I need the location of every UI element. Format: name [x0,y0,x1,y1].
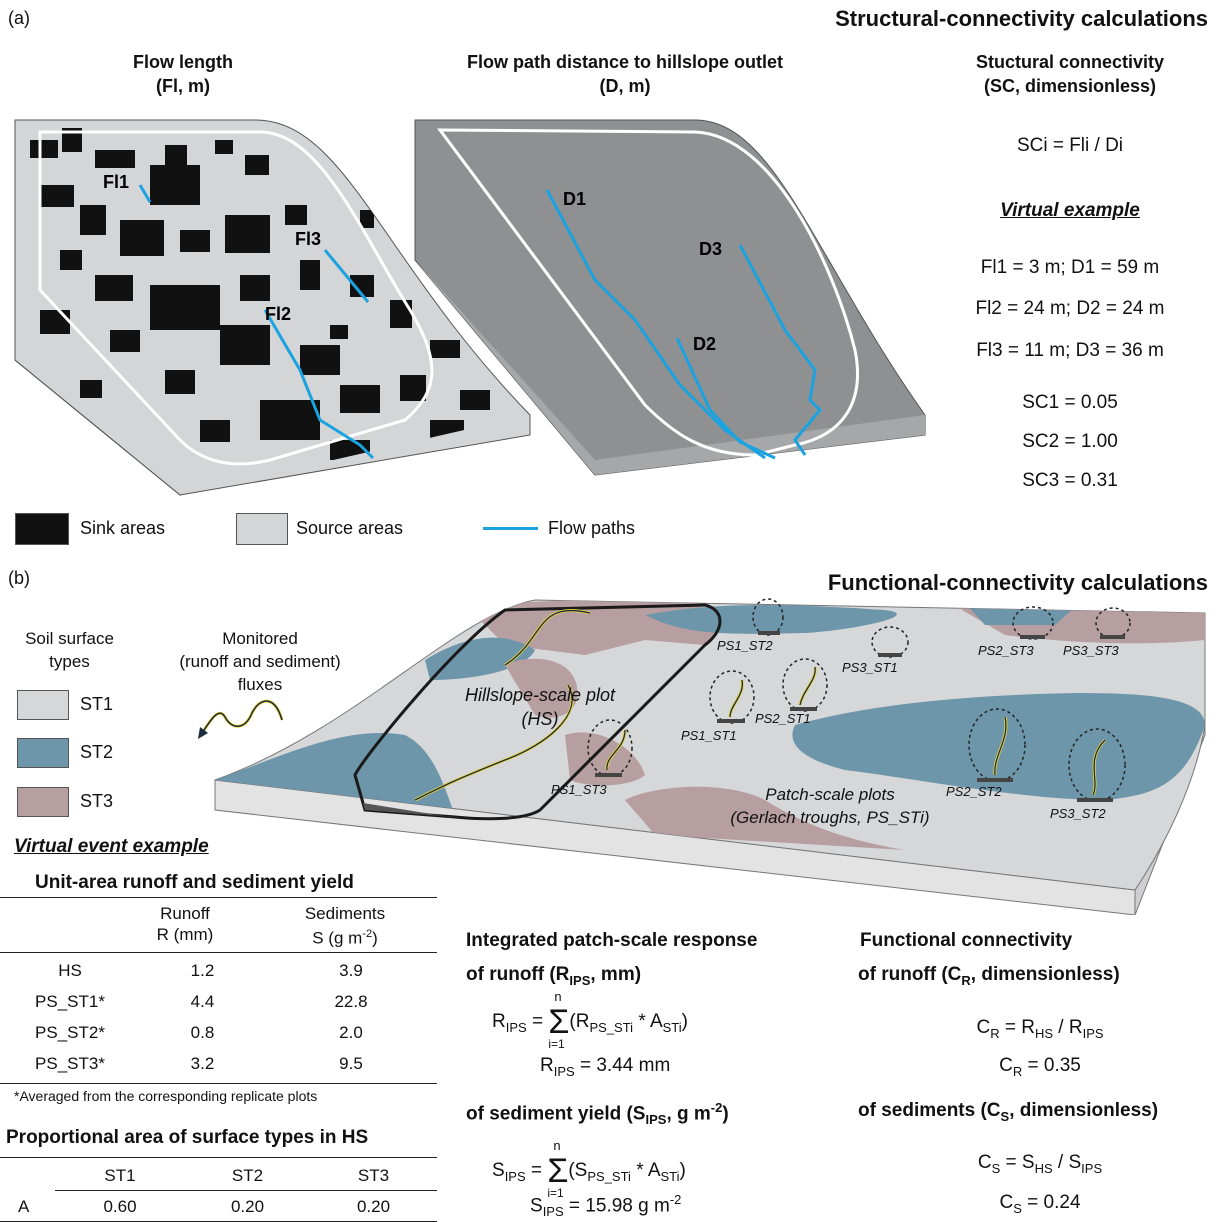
area-table: ST1 ST2 ST3 A 0.60 0.20 0.20 [0,1160,437,1222]
table2-title: Proportional area of surface types in HS [6,1127,369,1148]
functional-section-title: Functional-connectivity calculations [827,570,1208,595]
flow-legend-label: Flow paths [548,518,636,538]
plot-label-ps2-st2: PS2_ST2 [946,784,1002,799]
runoff-header: Runoff R (mm) [156,904,214,944]
sediment-header: Sediments S (g m-2) [304,904,386,948]
hillslope-plot-outline [353,603,722,821]
panel-b-label: (b) [8,568,30,588]
flux-arrow-icon [198,699,284,739]
source-swatch [236,513,288,545]
flow-path-swatch [483,527,538,530]
table2-top-rule [0,1157,437,1158]
functional-runoff-subtitle: of runoff (CR, dimensionless) [858,964,1120,988]
plot-label-ps1-st3: PS1_ST3 [551,782,607,797]
structural-connectivity-title: Stuctural connectivity (SC, dimensionless… [975,52,1165,96]
fl-d-value-3: Fl3 = 11 m; D3 = 36 m [976,340,1164,361]
flow-length-surface: Fl1 Fl2 Fl3 [14,119,531,497]
table-row: A 0.60 0.20 0.20 [18,1196,391,1216]
sink-patches [30,128,490,460]
fl1-label: Fl1 [103,172,129,192]
plot-label-ps2-st3: PS2_ST3 [978,643,1034,658]
st3-swatch [17,787,69,817]
structural-section-title: Structural-connectivity calculations [835,6,1208,31]
monitored-fluxes-label: Monitored (runoff and sediment) fluxes [179,629,341,694]
sips-result: SIPS = 15.98 g m-2 [530,1192,682,1220]
distance-path-2 [675,337,776,460]
cr-formula: CR = RHS / RIPS [976,1017,1104,1041]
cs-result: CS = 0.24 [999,1192,1081,1216]
table-row: ST1 ST2 ST3 [104,1165,390,1185]
st3-label: ST3 [80,791,114,811]
sc-value-1: SC1 = 0.05 [1022,392,1118,413]
table1-top-rule [0,897,437,898]
table-row: PS_ST2* 0.8 2.0 [35,1022,363,1042]
patch-plots-label: Patch-scale plots (Gerlach troughs, PS_ST… [730,785,930,827]
st1-label: ST1 [80,694,114,714]
table-row: PS_ST3* 3.2 9.5 [35,1053,363,1073]
flow-length-title: Flow length (Fl, m) [133,52,233,96]
st2-label: ST2 [80,742,114,762]
table1-title: Unit-area runoff and sediment yield [35,872,354,893]
cr-result: CR = 0.35 [999,1055,1081,1079]
plot-label-ps3-st3: PS3_ST3 [1063,643,1119,658]
flow-path-3 [323,249,370,303]
source-legend-label: Source areas [296,518,404,538]
fl3-label: Fl3 [295,229,321,249]
fl-d-value-2: Fl2 = 24 m; D2 = 24 m [975,298,1165,319]
d3-label: D3 [699,239,722,259]
table1-header-rule [0,952,437,953]
hillslope-plot-label: Hillslope-scale plot (HS) [464,685,616,729]
virtual-example-heading: Virtual example [1000,200,1140,221]
panel-a-label: (a) [8,8,30,28]
sc-value-2: SC2 = 1.00 [1022,431,1118,452]
distance-path-3 [738,244,823,456]
soil-types-title: Soil surface types [25,629,114,671]
integrated-title: Integrated patch-scale response [466,930,758,951]
sc-formula: SCi = Fli / Di [1016,135,1124,156]
rips-result: RIPS = 3.44 mm [540,1055,671,1079]
sink-legend-label: Sink areas [80,518,166,538]
plot-label-ps2-st1: PS2_ST1 [755,711,811,726]
fl-d-value-1: Fl1 = 3 m; D1 = 59 m [980,257,1160,278]
st2-swatch [17,738,69,768]
functional-title: Functional connectivity [860,930,1073,951]
plot-label-ps1-st1: PS1_ST1 [681,728,737,743]
flow-distance-surface: D1 D2 D3 [414,119,926,476]
plot-label-ps1-st2: PS1_ST2 [717,638,773,653]
st1-swatch [17,690,69,720]
virtual-event-heading: Virtual event example [14,836,209,857]
sc-value-3: SC3 = 0.31 [1022,470,1118,491]
integrated-sediment-subtitle: of sediment yield (SIPS, g m-2) [466,1100,729,1128]
d1-label: D1 [563,189,586,209]
table1-bottom-rule [0,1083,437,1084]
functional-sediment-subtitle: of sediments (CS, dimensionless) [858,1100,1159,1124]
integrated-runoff-subtitle: of runoff (RIPS, mm) [466,964,642,988]
table1-footnote: *Averaged from the corresponding replica… [14,1088,318,1104]
cs-formula: CS = SHS / SIPS [977,1152,1103,1176]
fl2-label: Fl2 [265,304,291,324]
plot-label-ps3-st1: PS3_ST1 [842,660,898,675]
runoff-sediment-table: HS 1.2 3.9 PS_ST1* 4.4 22.8 PS_ST2* 0.8 2.0 PS… [0,955,437,1079]
table-row: HS 1.2 3.9 [58,960,363,980]
flow-path-1 [138,184,152,203]
field-surface [214,598,1206,915]
table2-header-rule [55,1190,437,1191]
plot-label-ps3-st2: PS3_ST2 [1050,806,1106,821]
flow-path-2 [263,309,375,460]
d2-label: D2 [693,334,716,354]
table-row: PS_ST1* 4.4 22.8 [35,991,368,1011]
sink-swatch [15,513,69,545]
flow-distance-title: Flow path distance to hillslope outlet (D… [466,52,783,96]
